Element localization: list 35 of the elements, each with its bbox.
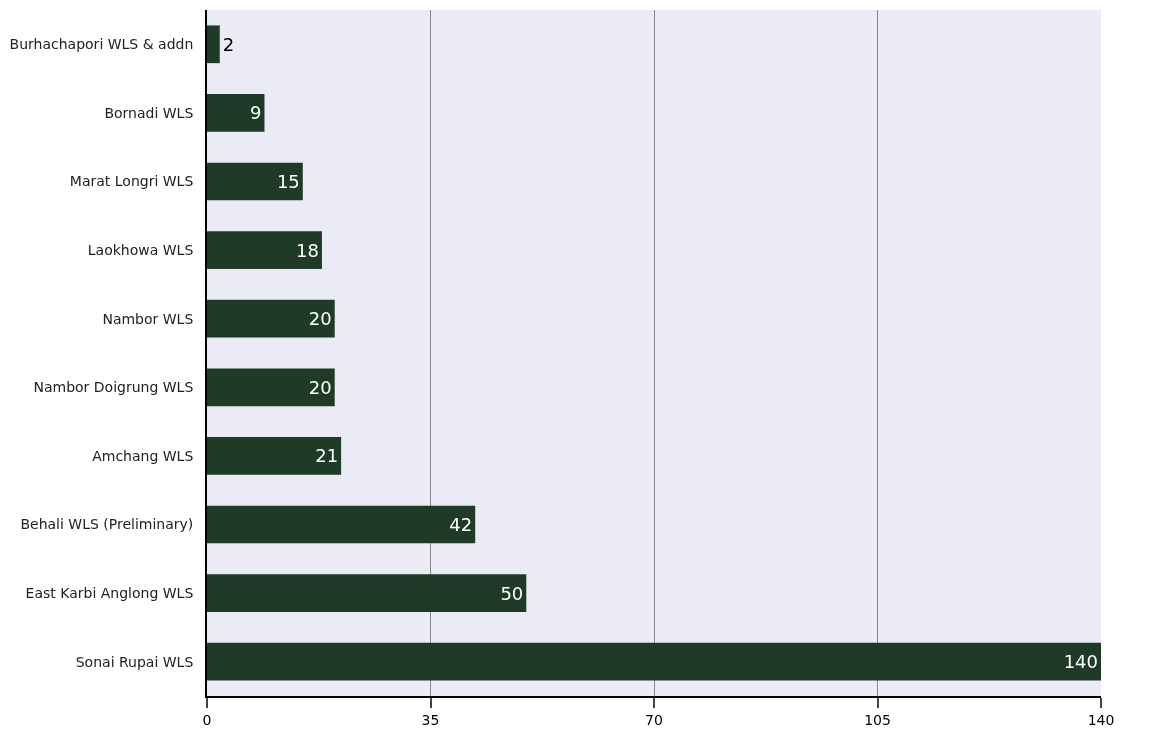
x-tick-label: 35: [421, 711, 440, 728]
bar: [207, 231, 322, 269]
y-tick-label: Nambor WLS: [102, 310, 203, 327]
y-tick-label: Bornadi WLS: [104, 104, 203, 121]
x-tick-label: 105: [864, 711, 891, 728]
data-label: 50: [500, 582, 524, 604]
data-label: 9: [250, 102, 262, 124]
y-tick-label: Sonai Rupai WLS: [75, 653, 203, 670]
x-tick-label: 140: [1087, 711, 1115, 728]
bar: [207, 299, 335, 338]
data-label: 42: [449, 513, 473, 535]
bar: [207, 574, 527, 612]
data-label: 20: [308, 376, 332, 398]
bar: [207, 94, 265, 132]
data-label: 21: [315, 445, 339, 467]
x-tick-label: 70: [645, 711, 663, 728]
y-tick-label: Amchang WLS: [92, 447, 203, 464]
data-label: 2: [222, 33, 235, 55]
bar: [207, 505, 476, 544]
bar: [207, 368, 335, 407]
data-label: 140: [1063, 651, 1098, 673]
y-tick-label: East Karbi Anglong WLS: [25, 585, 203, 601]
y-tick-label: Nambor Doigrung WLS: [33, 379, 203, 396]
bar: [207, 25, 220, 64]
y-tick-label: Marat Longri WLS: [69, 173, 203, 190]
x-tick-label: 0: [202, 711, 212, 728]
data-label: 18: [296, 239, 319, 261]
data-label: 20: [308, 308, 332, 330]
bar: [207, 437, 342, 475]
data-label: 15: [276, 171, 300, 193]
y-tick-label: Behali WLS (Preliminary): [20, 516, 203, 533]
bar: [207, 642, 1101, 681]
y-tick-label: Laokhowa WLS: [87, 242, 203, 258]
y-tick-label: Burhachapori WLS & addn: [9, 36, 203, 53]
bar: [207, 162, 303, 201]
